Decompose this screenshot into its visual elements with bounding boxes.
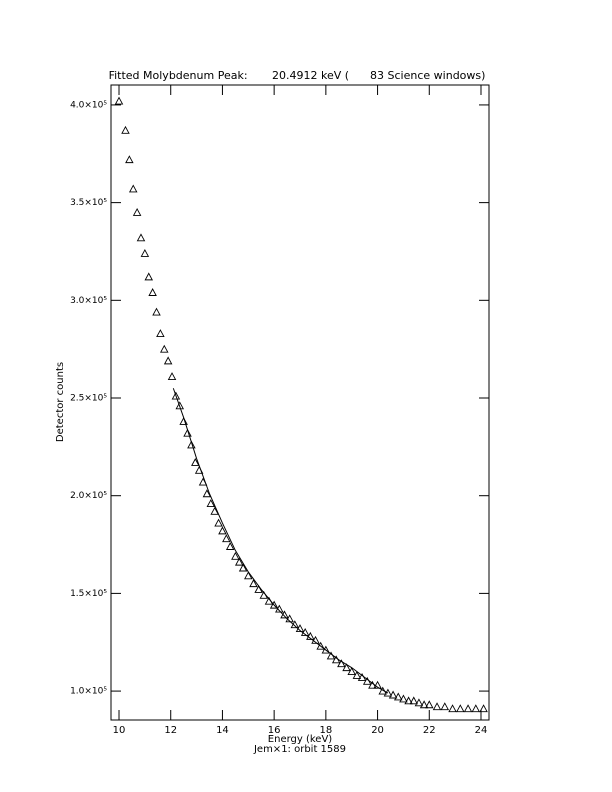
data-point xyxy=(448,704,457,713)
data-point xyxy=(144,272,154,281)
data-point xyxy=(300,628,310,636)
data-point xyxy=(249,579,258,588)
data-point xyxy=(167,372,177,380)
data-point xyxy=(414,698,424,707)
y-tick-label: 3.0×10⁵ xyxy=(70,296,107,306)
data-point xyxy=(121,125,130,134)
x-tick-label: 22 xyxy=(423,725,436,736)
fit-line xyxy=(172,388,389,694)
y-tick-label: 2.0×10⁵ xyxy=(70,491,107,501)
data-point xyxy=(128,184,138,193)
data-point xyxy=(352,671,362,679)
data-point xyxy=(456,704,465,713)
x-tick-label: 14 xyxy=(216,725,229,736)
data-point xyxy=(179,417,188,425)
data-point xyxy=(383,688,393,697)
data-point xyxy=(125,155,134,164)
data-point xyxy=(479,704,488,713)
data-point xyxy=(160,344,169,353)
x-tick-label: 12 xyxy=(164,725,177,736)
data-point xyxy=(419,700,429,709)
data-point xyxy=(234,557,244,566)
y-tick-label: 1.0×10⁵ xyxy=(70,687,107,697)
data-point xyxy=(148,288,157,296)
data-point xyxy=(269,600,279,609)
data-point xyxy=(140,248,150,257)
data-point xyxy=(218,526,227,535)
data-point xyxy=(175,401,185,410)
data-point xyxy=(306,631,315,640)
data-point xyxy=(337,659,346,668)
data-point xyxy=(409,696,419,705)
data-point xyxy=(171,391,181,400)
data-point xyxy=(440,702,450,711)
data-point xyxy=(191,458,200,466)
data-point xyxy=(342,663,351,672)
data-point xyxy=(432,702,442,711)
data-point xyxy=(214,518,223,527)
data-point xyxy=(463,704,473,713)
data-point xyxy=(373,680,382,689)
x-tick-label: 10 xyxy=(113,725,126,736)
data-point xyxy=(254,585,263,593)
data-point xyxy=(163,356,173,365)
data-point xyxy=(136,233,146,242)
data-point xyxy=(231,551,240,560)
data-point xyxy=(393,692,403,701)
y-tick-label: 2.5×10⁵ xyxy=(70,394,107,404)
data-point xyxy=(187,440,196,449)
data-point xyxy=(114,96,124,105)
data-point xyxy=(316,641,325,650)
data-point xyxy=(399,694,408,703)
data-point xyxy=(388,690,398,699)
y-tick-label: 4.0×10⁵ xyxy=(70,100,107,110)
x-tick-label: 24 xyxy=(475,725,488,736)
plot-frame xyxy=(110,84,490,721)
y-tick-label: 3.5×10⁵ xyxy=(70,198,107,208)
subtitle: Jem×1: orbit 1589 xyxy=(253,744,346,755)
x-tick-label: 20 xyxy=(371,725,384,736)
data-point xyxy=(210,506,219,515)
chart-title: Fitted Molybdenum Peak: 20.4912 keV ( 83… xyxy=(109,69,486,82)
data-point xyxy=(404,696,413,705)
data-point xyxy=(183,428,192,437)
data-point xyxy=(311,635,320,644)
y-tick-label: 1.5×10⁵ xyxy=(70,589,107,599)
data-point xyxy=(225,542,235,550)
x-tick-label: 16 xyxy=(268,725,281,736)
data-point xyxy=(321,645,331,654)
data-point xyxy=(132,207,142,216)
x-axis-label: Energy (keV) xyxy=(268,734,333,745)
data-point xyxy=(238,563,248,572)
data-point xyxy=(152,307,161,316)
data-point xyxy=(471,704,481,713)
data-point xyxy=(222,534,231,543)
x-tick-label: 18 xyxy=(319,725,332,736)
data-point xyxy=(347,667,356,675)
y-axis-label: Detector counts xyxy=(55,362,66,442)
data-point xyxy=(244,571,253,580)
data-point xyxy=(202,489,212,498)
data-point xyxy=(425,700,434,709)
data-point xyxy=(206,499,216,507)
data-point xyxy=(156,329,165,337)
